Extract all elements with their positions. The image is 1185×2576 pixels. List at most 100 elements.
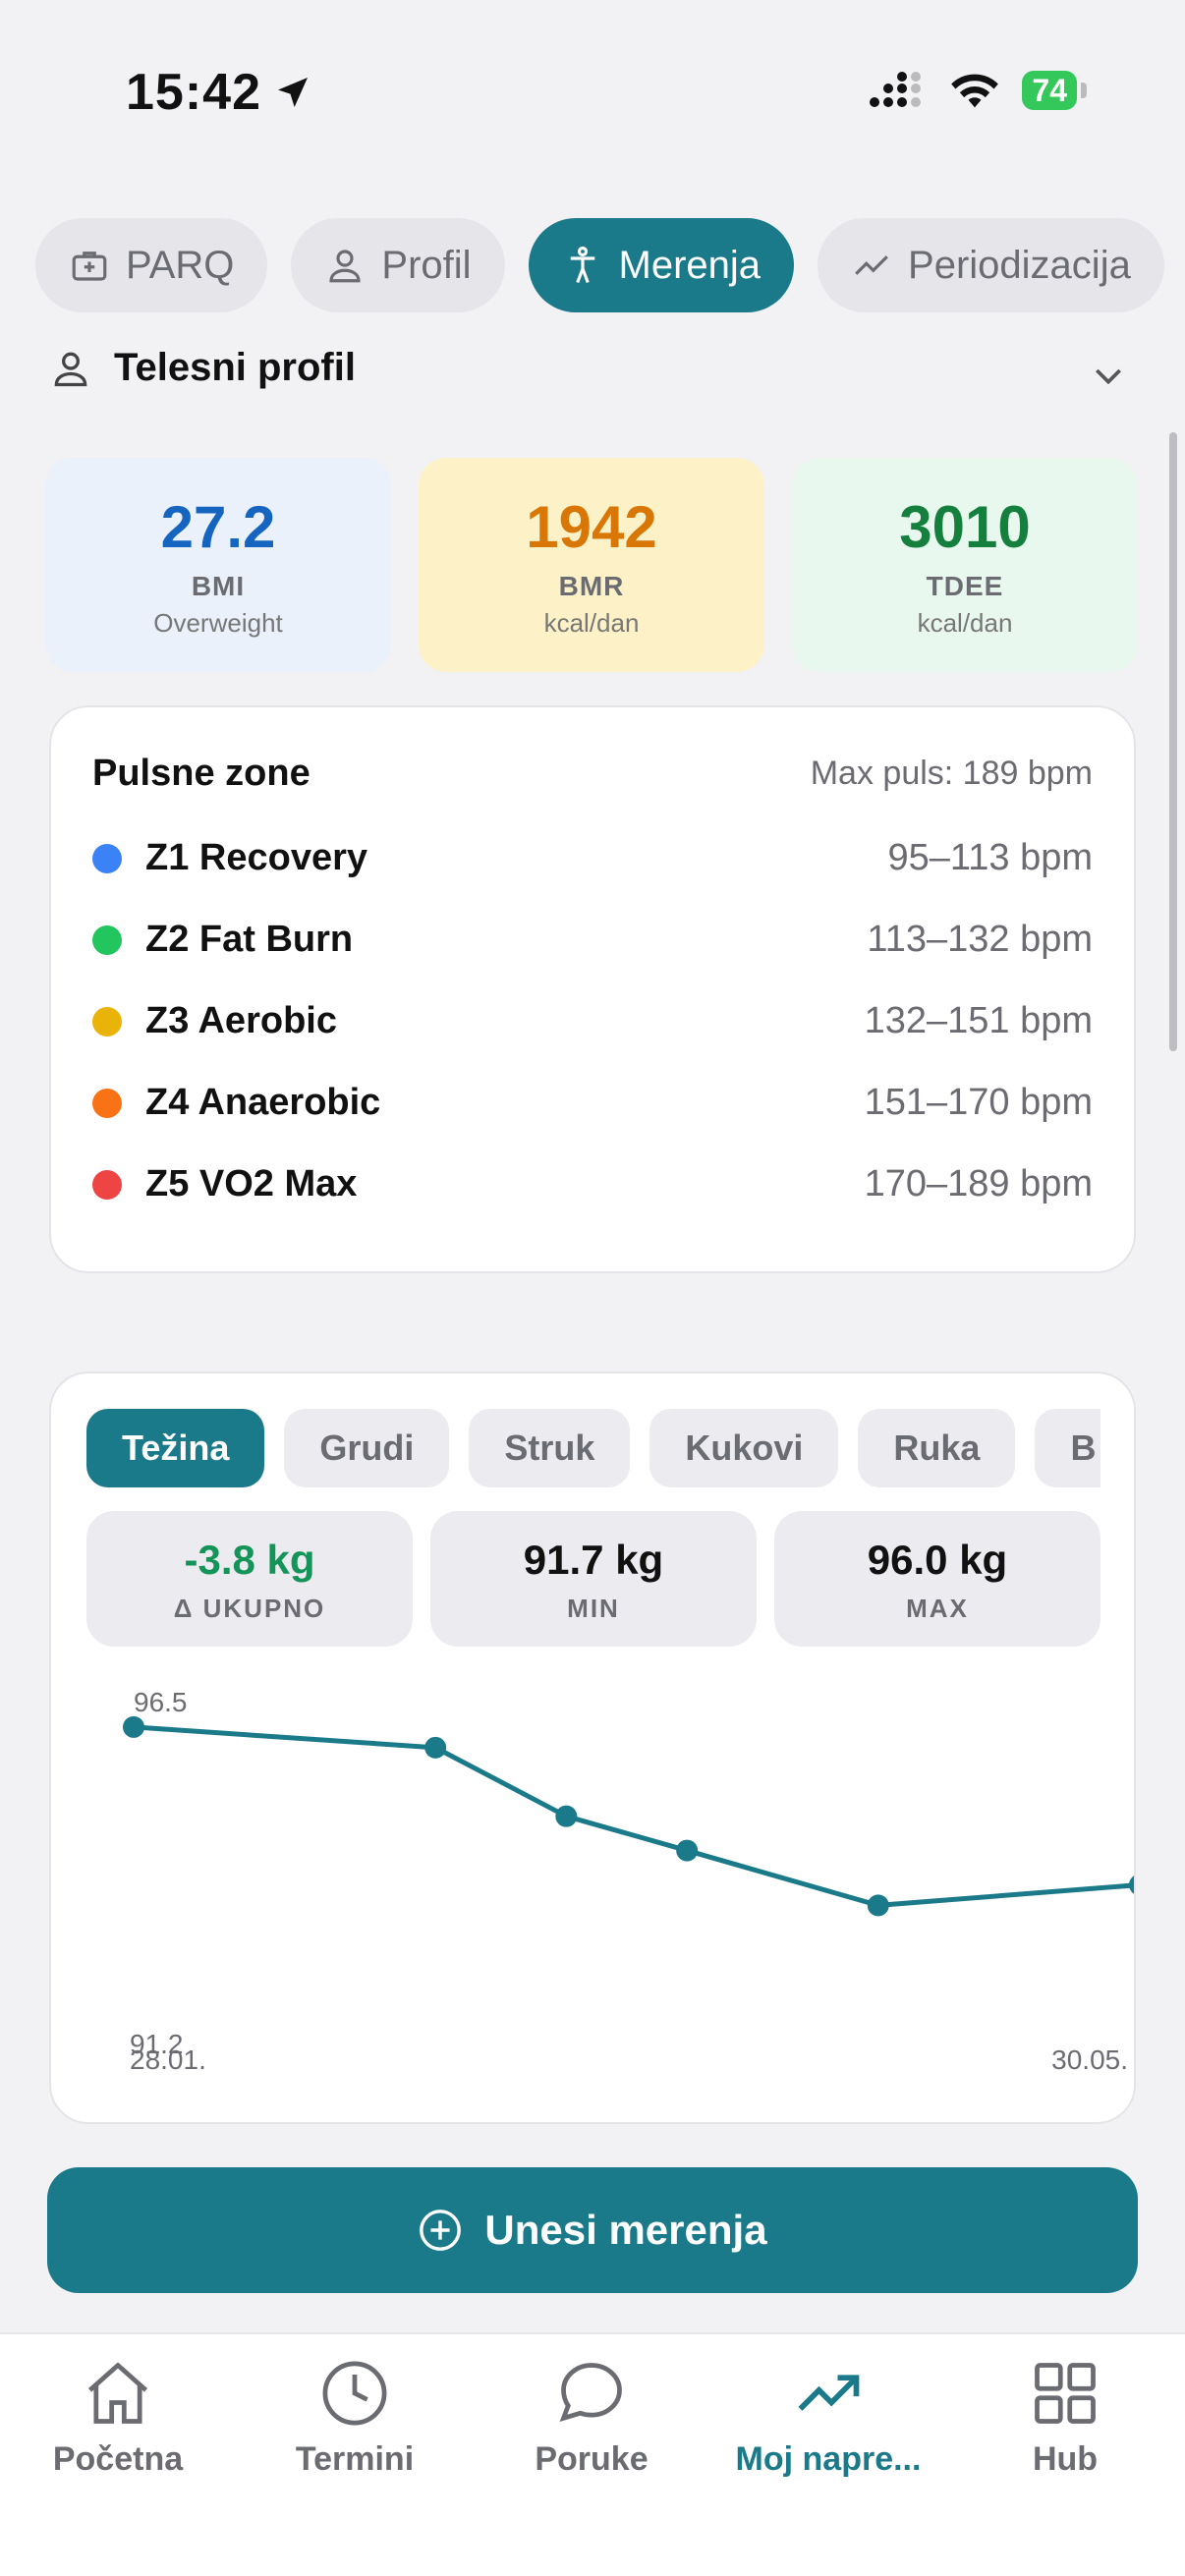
x-end-label: 30.05. bbox=[1051, 2044, 1128, 2075]
summary-value: 96.0 kg bbox=[867, 1537, 1008, 1583]
bmi-sub: Overweight bbox=[153, 608, 283, 638]
nav-poruke[interactable]: Poruke bbox=[474, 2356, 709, 2479]
battery-indicator: 74 bbox=[1022, 71, 1087, 110]
measure-tab-ruka[interactable]: Ruka bbox=[858, 1409, 1016, 1487]
summary-label: Δ UKUPNO bbox=[173, 1594, 326, 1623]
tdee-sub: kcal/dan bbox=[917, 608, 1013, 638]
tab-parq-label: PARQ bbox=[126, 243, 235, 287]
tab-profil[interactable]: Profil bbox=[291, 218, 505, 312]
chat-icon bbox=[559, 2363, 622, 2422]
time-text: 15:42 bbox=[126, 64, 261, 121]
nav-label: Hub bbox=[1032, 2440, 1099, 2478]
bmi-card: 27.2 BMI Overweight bbox=[45, 458, 391, 672]
tab-periodizacija[interactable]: Periodizacija bbox=[818, 218, 1164, 312]
nav-moj-napredak[interactable]: Moj napre... bbox=[710, 2356, 946, 2479]
zone-dot bbox=[92, 1088, 122, 1118]
chart-point[interactable] bbox=[555, 1805, 578, 1827]
zones-header: Pulsne zone Max puls: 189 bpm bbox=[92, 753, 1093, 795]
plus-circle-icon bbox=[420, 2210, 462, 2251]
tdee-card: 3010 TDEE kcal/dan bbox=[792, 458, 1138, 672]
nav-termini[interactable]: Termini bbox=[237, 2356, 473, 2479]
summary-max: 96.0 kg MAX bbox=[774, 1511, 1100, 1647]
y-top-label: 96.5 bbox=[134, 1687, 188, 1717]
zone-name: Z1 Recovery bbox=[145, 837, 368, 878]
enter-measurements-label: Unesi merenja bbox=[484, 2207, 767, 2253]
tab-profil-label: Profil bbox=[381, 243, 472, 287]
chevron-down-icon[interactable] bbox=[1089, 356, 1128, 395]
zone-range: 132–151 bpm bbox=[864, 1000, 1093, 1041]
bmr-value: 1942 bbox=[526, 494, 657, 560]
weight-line-chart: 96.5 91.2 28.01. 30.05. bbox=[123, 1687, 1136, 2075]
tab-parq[interactable]: PARQ bbox=[35, 218, 268, 312]
heart-rate-zones-card: Pulsne zone Max puls: 189 bpm Z1 Recover… bbox=[49, 705, 1136, 1273]
zone-row-z4: Z4 Anaerobic 151–170 bpm bbox=[92, 1082, 1093, 1124]
nav-label: Termini bbox=[295, 2440, 415, 2478]
bmi-label: BMI bbox=[191, 571, 246, 601]
enter-measurements-button[interactable]: Unesi merenja bbox=[47, 2167, 1138, 2293]
tdee-label: TDEE bbox=[926, 571, 1004, 601]
nav-label: Poruke bbox=[535, 2440, 649, 2478]
summary-min: 91.7 kg MIN bbox=[430, 1511, 757, 1647]
zone-name: Z3 Aerobic bbox=[145, 1000, 337, 1041]
zone-range: 151–170 bpm bbox=[864, 1082, 1093, 1123]
zones-max-pulse: Max puls: 189 bpm bbox=[810, 755, 1093, 792]
zone-name: Z2 Fat Burn bbox=[145, 919, 354, 960]
location-arrow-icon bbox=[278, 78, 308, 107]
section-header[interactable]: Telesni profil bbox=[49, 346, 356, 390]
chart-point[interactable] bbox=[123, 1715, 144, 1738]
y-bottom-label: 91.2 bbox=[130, 2029, 184, 2059]
zone-dot bbox=[92, 1006, 122, 1036]
measure-tab-struk[interactable]: Struk bbox=[469, 1409, 631, 1487]
person-icon bbox=[329, 250, 361, 283]
zone-dot bbox=[92, 924, 122, 955]
zones-title: Pulsne zone bbox=[92, 753, 310, 794]
home-icon bbox=[87, 2362, 148, 2424]
summary-label: MIN bbox=[567, 1594, 620, 1623]
bmr-sub: kcal/dan bbox=[543, 608, 640, 638]
top-tab-bar: PARQ Profil Merenja Periodizacija bbox=[35, 218, 1164, 312]
chart-point[interactable] bbox=[1129, 1874, 1136, 1895]
bmi-value: 27.2 bbox=[160, 494, 276, 560]
medkit-icon bbox=[72, 252, 107, 281]
tab-fade bbox=[1100, 1403, 1134, 1491]
section-title: Telesni profil bbox=[114, 346, 356, 389]
nav-pocetna[interactable]: Početna bbox=[0, 2356, 236, 2479]
measurement-chart-card: Težina Grudi Struk Kukovi Ruka B -3.8 kg… bbox=[49, 1372, 1136, 2124]
trend-icon bbox=[798, 2375, 860, 2411]
battery-level: 74 bbox=[1022, 71, 1077, 110]
zone-range: 113–132 bpm bbox=[867, 919, 1093, 960]
person-icon bbox=[54, 352, 87, 386]
bmr-card: 1942 BMR kcal/dan bbox=[419, 458, 764, 672]
scrollbar[interactable] bbox=[1169, 432, 1177, 1051]
bottom-nav: Početna Termini Poruke Moj napre... Hub bbox=[0, 2332, 1185, 2576]
tab-periodizacija-label: Periodizacija bbox=[908, 243, 1131, 287]
weight-series-line bbox=[133, 1724, 1134, 1908]
wifi-icon bbox=[951, 74, 999, 108]
zone-name: Z5 VO2 Max bbox=[145, 1163, 358, 1204]
summary-label: MAX bbox=[906, 1594, 969, 1623]
tab-merenja[interactable]: Merenja bbox=[528, 218, 795, 312]
status-time: 15:42 bbox=[126, 63, 312, 122]
chart-point[interactable] bbox=[676, 1839, 699, 1862]
x-start-label: 28.01. bbox=[130, 2044, 206, 2075]
measure-tab-bar: Težina Grudi Struk Kukovi Ruka B bbox=[86, 1409, 1132, 1487]
zone-row-z3: Z3 Aerobic 132–151 bpm bbox=[92, 1000, 1093, 1042]
zone-row-z1: Z1 Recovery 95–113 bpm bbox=[92, 837, 1093, 879]
nav-label: Moj napre... bbox=[735, 2440, 922, 2478]
grid-icon bbox=[1035, 2363, 1096, 2424]
summary-value: 91.7 kg bbox=[523, 1537, 664, 1583]
trend-icon bbox=[855, 255, 888, 275]
zone-row-z2: Z2 Fat Burn 113–132 bpm bbox=[92, 919, 1093, 961]
chart-point[interactable] bbox=[424, 1736, 447, 1759]
tdee-value: 3010 bbox=[899, 494, 1031, 560]
zone-row-z5: Z5 VO2 Max 170–189 bpm bbox=[92, 1163, 1093, 1205]
zone-range: 95–113 bpm bbox=[887, 837, 1093, 878]
chart-point[interactable] bbox=[867, 1894, 889, 1917]
weight-series-points bbox=[123, 1715, 1136, 1917]
measure-tab-kukovi[interactable]: Kukovi bbox=[649, 1409, 839, 1487]
zone-name: Z4 Anaerobic bbox=[145, 1082, 381, 1123]
nav-hub[interactable]: Hub bbox=[947, 2356, 1183, 2479]
measure-tab-grudi[interactable]: Grudi bbox=[284, 1409, 450, 1487]
measure-tab-tezina[interactable]: Težina bbox=[86, 1409, 265, 1487]
body-icon bbox=[570, 246, 594, 284]
